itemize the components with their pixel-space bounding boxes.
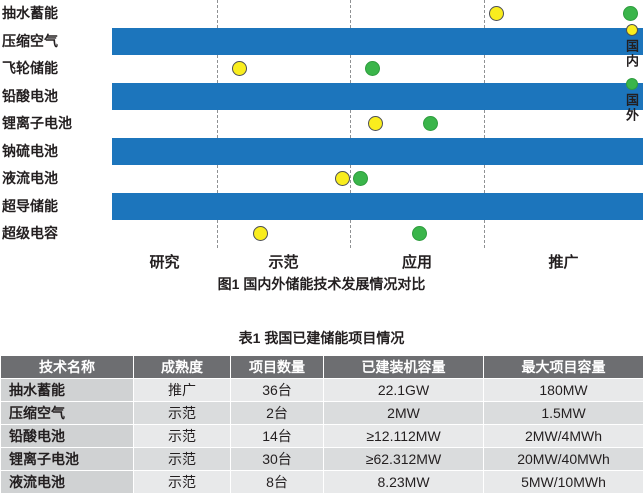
data-cell: 1.5MW <box>483 401 643 425</box>
foreign-dot <box>622 6 638 22</box>
chart-row-label: 液流电池 <box>2 170 58 186</box>
data-cell: 示范 <box>133 401 231 425</box>
foreign-dot <box>365 61 381 77</box>
data-cell: 5MW/10MWh <box>483 470 643 494</box>
x-axis-label: 示范 <box>268 254 299 271</box>
domestic-dot <box>489 6 505 22</box>
tech-name-cell: 液流电池 <box>0 470 134 494</box>
stage-gridline <box>350 0 351 248</box>
stage-gridline <box>217 0 218 248</box>
chart-row-label: 飞轮储能 <box>2 60 58 76</box>
x-axis-label: 研究 <box>149 254 180 271</box>
column-header: 技术名称 <box>0 355 134 379</box>
table-row: 锂离子电池 示范 30台 ≥62.312MW 20MW/40MWh <box>0 447 643 471</box>
chart-row-label: 锂离子电池 <box>2 115 72 131</box>
table-header-row: 技术名称 成熟度 项目数量 已建装机容量 最大项目容量 <box>0 355 643 379</box>
tech-name-cell: 铅酸电池 <box>0 424 134 448</box>
data-cell: 示范 <box>133 447 231 471</box>
table-row: 液流电池 示范 8台 8.23MW 5MW/10MWh <box>0 470 643 494</box>
storage-maturity-chart: 抽水蓄能压缩空气飞轮储能铅酸电池锂离子电池钠硫电池液流电池超导储能超级电容 国内国… <box>2 0 643 248</box>
chart-x-axis: 研究 示范 应用 推广 <box>0 248 643 272</box>
blue-band <box>112 137 643 165</box>
foreign-legend-dot <box>625 78 638 90</box>
x-axis-label: 推广 <box>548 254 579 271</box>
blue-band <box>112 192 643 220</box>
tech-name-cell: 压缩空气 <box>0 401 134 425</box>
data-cell: 2MW/4MWh <box>483 424 643 448</box>
tech-name-cell: 锂离子电池 <box>0 447 134 471</box>
data-cell: 8.23MW <box>323 470 484 494</box>
table-title: 表1 我国已建储能项目情况 <box>238 330 405 346</box>
column-header: 最大项目容量 <box>483 355 643 379</box>
table-row: 压缩空气 示范 2台 2MW 1.5MW <box>0 401 643 425</box>
tech-name-cell: 抽水蓄能 <box>0 378 134 402</box>
chart-row-label: 铅酸电池 <box>2 87 58 104</box>
data-cell: 14台 <box>230 424 324 448</box>
chart-row-label: 压缩空气 <box>2 32 58 49</box>
chart-row-label: 抽水蓄能 <box>2 5 58 21</box>
stage-gridline <box>484 0 485 248</box>
data-cell: 示范 <box>133 470 231 494</box>
data-cell: 36台 <box>230 378 324 402</box>
blue-band <box>112 82 643 110</box>
column-header: 项目数量 <box>230 355 324 379</box>
domestic-dot <box>232 61 248 77</box>
chart-legend: 国内 国外 <box>621 24 642 123</box>
chart-row-label: 超导储能 <box>2 197 58 214</box>
data-cell: 180MW <box>483 378 643 402</box>
foreign-dot <box>412 226 428 242</box>
data-cell: 30台 <box>230 447 324 471</box>
foreign-dot <box>353 171 369 187</box>
table-row: 抽水蓄能 推广 36台 22.1GW 180MW <box>0 378 643 402</box>
column-header: 成熟度 <box>133 355 231 379</box>
x-axis-label: 应用 <box>401 254 433 271</box>
legend-label: 国外 <box>624 93 639 123</box>
column-header: 已建装机容量 <box>323 355 484 379</box>
domestic-dot <box>367 116 383 132</box>
data-cell: ≥62.312MW <box>323 447 484 471</box>
blue-band <box>112 27 643 55</box>
data-cell: ≥12.112MW <box>323 424 484 448</box>
domestic-dot <box>334 171 350 187</box>
data-cell: 推广 <box>133 378 231 402</box>
data-cell: 2MW <box>323 401 484 425</box>
chart-row-label: 钠硫电池 <box>2 142 58 159</box>
domestic-dot <box>253 226 269 242</box>
table-row: 铅酸电池 示范 14台 ≥12.112MW 2MW/4MWh <box>0 424 643 448</box>
data-cell: 8台 <box>230 470 324 494</box>
figure-caption: 图1 国内外储能技术发展情况对比 <box>217 276 426 292</box>
domestic-legend-dot <box>625 24 638 36</box>
legend-item-domestic: 国内 <box>619 24 643 69</box>
legend-item-foreign: 国外 <box>619 78 643 123</box>
legend-label: 国内 <box>624 39 639 69</box>
chart-row-label: 超级电容 <box>2 225 58 241</box>
foreign-dot <box>422 116 438 132</box>
data-cell: 20MW/40MWh <box>483 447 643 471</box>
data-cell: 22.1GW <box>323 378 484 402</box>
data-cell: 2台 <box>230 401 324 425</box>
storage-projects-table: 技术名称 成熟度 项目数量 已建装机容量 最大项目容量 抽水蓄能 推广 36台 22.1GW 18… <box>0 355 643 494</box>
data-cell: 示范 <box>133 424 231 448</box>
